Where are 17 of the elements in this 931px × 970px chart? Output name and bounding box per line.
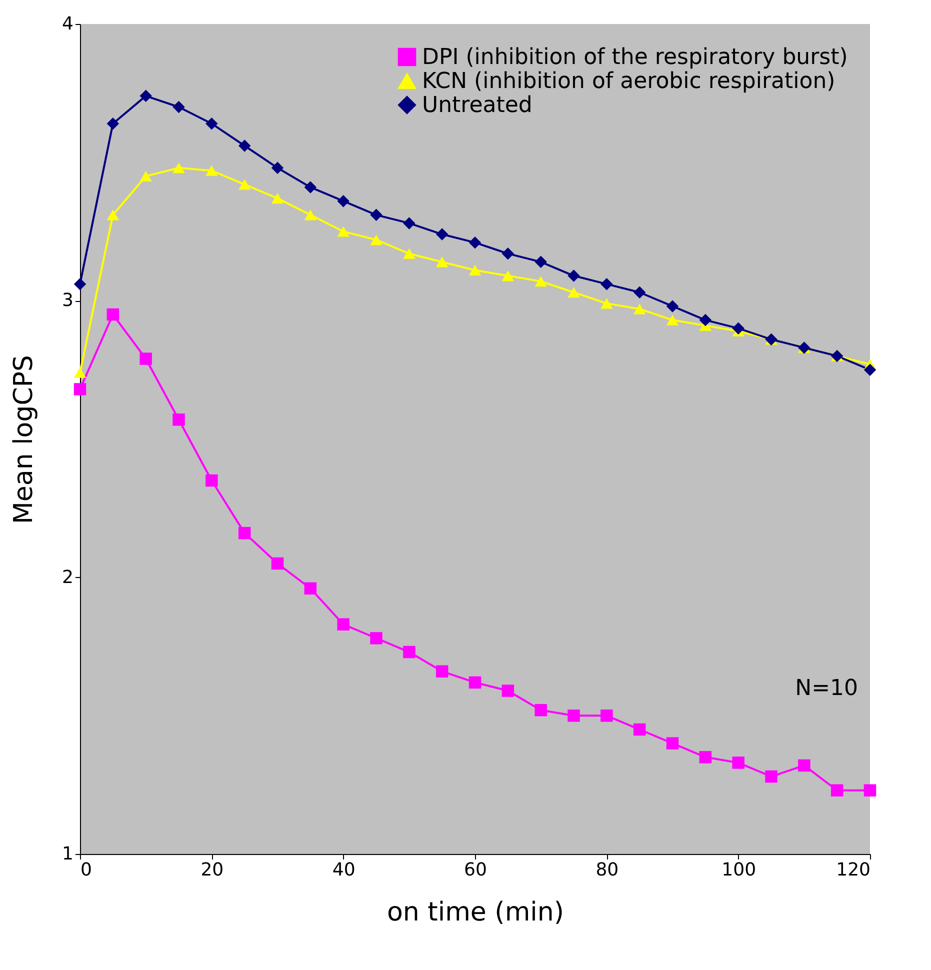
x-tick-label: 20 [200,860,224,880]
annotation: N=10 [795,676,858,701]
x-tick-label: 80 [596,860,619,880]
x-tick-label: 120 [836,860,870,880]
y-tick-label: 4 [62,14,74,34]
legend-label: DPI (inhibition of the respiratory burst) [422,45,848,70]
y-tick-label: 3 [62,290,74,312]
legend-label: KCN (inhibition of aerobic respiration) [422,69,836,94]
x-tick-label: 40 [332,860,356,880]
x-tick-label: 60 [464,860,487,880]
y-axis-title: Mean logCPS [9,354,40,524]
x-tick-label: 0 [80,860,92,880]
y-tick-label: 2 [62,566,74,588]
x-tick-label: 100 [722,860,756,880]
x-axis-title: on time (min) [387,898,564,928]
y-tick-label: 1 [62,844,74,864]
legend-label: Untreated [422,93,532,118]
